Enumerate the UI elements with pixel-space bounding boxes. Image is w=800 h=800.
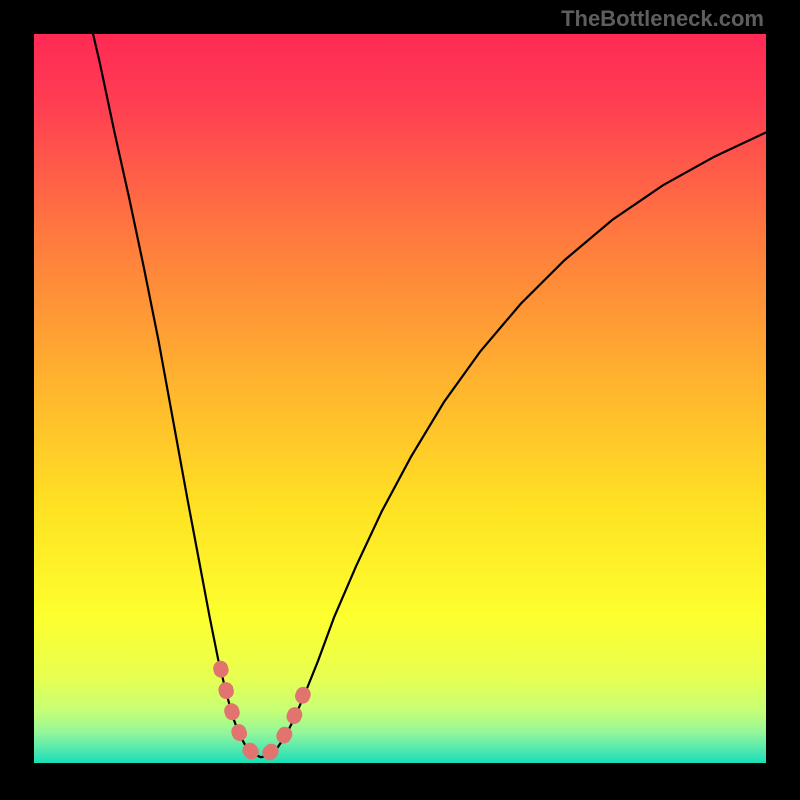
watermark-text: TheBottleneck.com [561, 6, 764, 32]
plot-area [34, 34, 766, 763]
valley-overlay [221, 668, 310, 755]
bottleneck-curve [90, 34, 766, 757]
curve-layer [34, 34, 766, 763]
